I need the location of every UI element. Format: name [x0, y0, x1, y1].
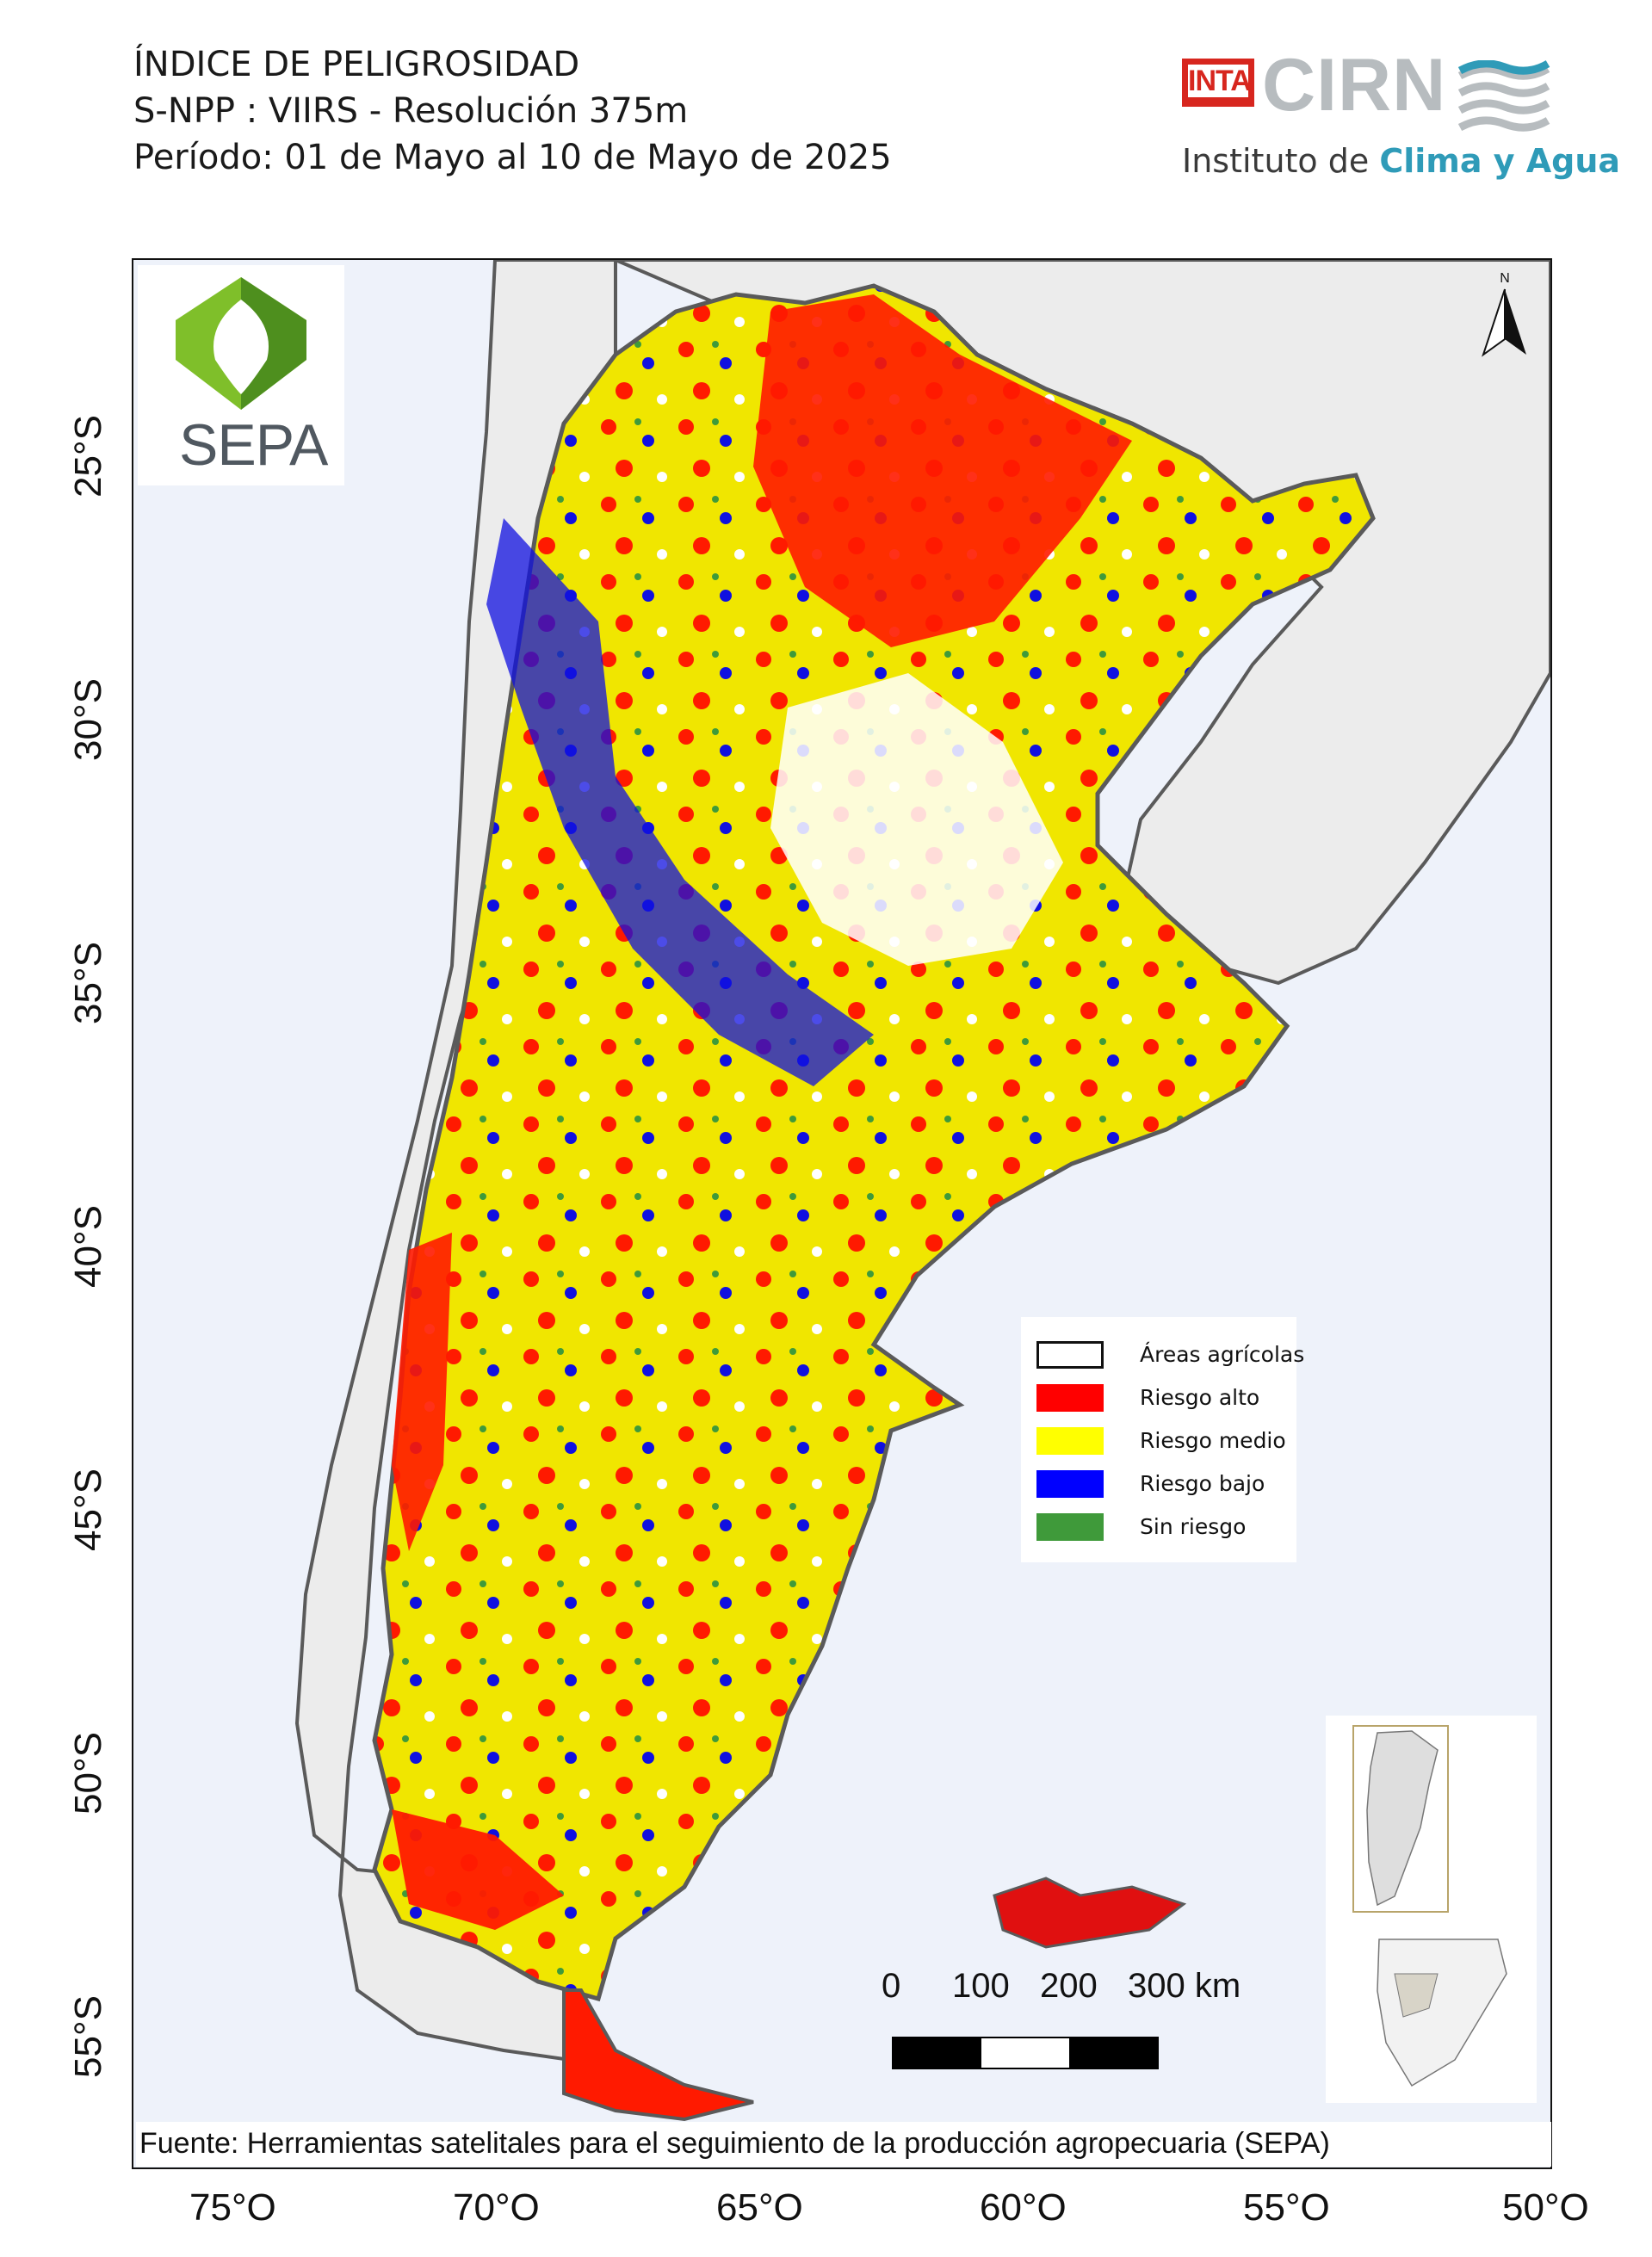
lon-label-75: 75°O	[189, 2186, 276, 2229]
legend-swatch-high-risk	[1036, 1384, 1104, 1412]
inset-map	[1326, 1716, 1537, 2103]
legend-label-medium-risk: Riesgo medio	[1140, 1428, 1286, 1453]
lon-label-55: 55°O	[1243, 2186, 1330, 2229]
north-arrow-icon: N	[1482, 271, 1526, 357]
legend-label-high-risk: Riesgo alto	[1140, 1385, 1260, 1410]
scale-label-200: 200	[1040, 1967, 1098, 2005]
high-risk-andes	[392, 1233, 452, 1551]
lon-label-65: 65°O	[716, 2186, 803, 2229]
lat-label-35: 35°S	[66, 942, 109, 1024]
scale-segment	[981, 2038, 1069, 2068]
svg-text:N: N	[1500, 271, 1510, 286]
malvinas-islands	[993, 1877, 1187, 1949]
legend-swatch-agricultural	[1036, 1341, 1104, 1369]
map-title: ÍNDICE DE PELIGROSIDAD	[133, 45, 580, 84]
map-sensor: S-NPP : VIIRS - Resolución 375m	[133, 91, 689, 131]
scale-segment	[1069, 2038, 1157, 2068]
legend-swatch-medium-risk	[1036, 1427, 1104, 1455]
lat-label-25: 25°S	[66, 415, 109, 498]
lat-label-50: 50°S	[66, 1732, 109, 1815]
legend-swatch-low-risk	[1036, 1470, 1104, 1498]
lat-label-45: 45°S	[66, 1469, 109, 1551]
agricultural-area	[770, 673, 1063, 966]
legend-label-agricultural: Áreas agrícolas	[1140, 1342, 1305, 1367]
scale-bar	[892, 2037, 1159, 2069]
inta-logo: INTA	[1182, 59, 1254, 107]
source-caption: Fuente: Herramientas satelitales para el…	[136, 2122, 1551, 2167]
leaf-icon	[176, 277, 306, 410]
lat-label-40: 40°S	[66, 1205, 109, 1288]
legend-label-no-risk: Sin riesgo	[1140, 1514, 1247, 1539]
map-header: ÍNDICE DE PELIGROSIDAD S-NPP : VIIRS - R…	[133, 41, 892, 181]
legend-swatch-no-risk	[1036, 1513, 1104, 1541]
map-frame	[132, 258, 1552, 2169]
lat-label-55: 55°S	[66, 1995, 109, 2078]
tierra-del-fuego	[562, 1988, 754, 2122]
map-period: Período: 01 de Mayo al 10 de Mayo de 202…	[133, 138, 892, 177]
sepa-logo-text: SEPA	[179, 412, 328, 478]
cirn-logo: CIRN	[1262, 44, 1447, 127]
scale-segment	[894, 2038, 981, 2068]
lon-label-70: 70°O	[453, 2186, 540, 2229]
scale-label-100: 100	[952, 1967, 1010, 2005]
sepa-logo: SEPA	[138, 265, 344, 485]
high-risk-patagonia	[392, 1809, 564, 1930]
low-risk-zone	[486, 518, 874, 1086]
lon-label-60: 60°O	[980, 2186, 1067, 2229]
scale-label-0: 0	[882, 1967, 901, 2005]
scale-label-300: 300 km	[1128, 1967, 1241, 2005]
legend: Áreas agrícolas Riesgo alto Riesgo medio…	[1021, 1317, 1304, 1562]
waves-icon	[1457, 60, 1550, 132]
map-canvas	[133, 260, 1550, 2167]
legend-label-low-risk: Riesgo bajo	[1140, 1471, 1265, 1496]
instituto-logo-text: Instituto de Clima y Agua	[1182, 142, 1621, 180]
lat-label-30: 30°S	[66, 678, 109, 761]
inset-map-canvas	[1352, 1725, 1507, 2087]
high-risk-north	[753, 294, 1132, 647]
lon-label-50: 50°O	[1502, 2186, 1589, 2229]
